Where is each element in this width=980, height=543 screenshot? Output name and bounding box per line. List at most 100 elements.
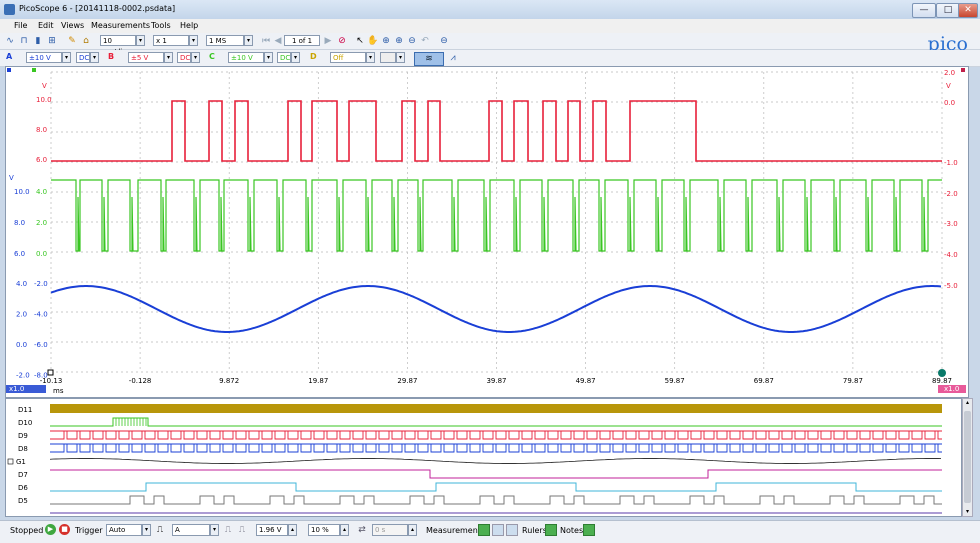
channel-b-coupling-dropdown[interactable]: ▾ <box>191 52 200 63</box>
pre-trigger-spinner[interactable]: ▴ <box>340 524 349 536</box>
channel-a-coupling[interactable]: DC <box>76 52 90 63</box>
rulers-icon[interactable] <box>545 524 557 536</box>
origin-marker[interactable] <box>47 369 54 376</box>
delete-measurement-icon[interactable] <box>506 524 518 536</box>
digital-scrollbar[interactable]: ▴ ▾ <box>962 398 973 517</box>
scope-view[interactable]: V 10.0 8.0 6.0 V 10.0 8.0 6.0 4.0 2.0 0.0 4.0 2.0 0.0… <box>5 66 969 398</box>
trigger-level-spinner[interactable]: ▴ <box>288 524 297 536</box>
zoom-in-icon[interactable]: ⊕ <box>395 36 403 46</box>
trigger-marker[interactable] <box>938 369 946 377</box>
trigger-delay-field[interactable]: 0 s <box>372 524 408 536</box>
channel-b-range-dropdown[interactable]: ▾ <box>164 52 173 63</box>
corner-marker-a <box>7 68 11 72</box>
menu-file[interactable]: File <box>14 21 28 30</box>
right-axis-tick: -4.0 <box>944 251 958 259</box>
pointer-icon[interactable]: ↖ <box>356 36 364 46</box>
channel-c-coupling-dropdown[interactable]: ▾ <box>291 52 300 63</box>
blue-axis-tick: 0.0 <box>16 341 27 349</box>
zoom-fit-icon[interactable]: ⊖ <box>440 36 448 46</box>
add-view-icon[interactable]: ⊞ <box>48 36 56 46</box>
right-badge-bg <box>938 385 966 393</box>
zoom-area-icon[interactable]: ⊕ <box>382 36 390 46</box>
trigger-advanced-icon[interactable]: ⎍ <box>238 525 246 535</box>
maximize-button[interactable]: □ <box>936 3 960 18</box>
channel-c-coupling[interactable]: DC <box>277 52 291 63</box>
channel-d-label[interactable]: D <box>310 52 317 61</box>
trigger-channel-dropdown[interactable]: ▾ <box>210 524 219 536</box>
right-scale-badge: x1.0 <box>944 385 959 393</box>
channel-a-label[interactable]: A <box>6 52 13 61</box>
notes-icon[interactable] <box>583 524 595 536</box>
channel-a-range-dropdown[interactable]: ▾ <box>62 52 71 63</box>
start-icon[interactable]: ▶ <box>45 524 56 535</box>
scroll-up-icon[interactable]: ▴ <box>965 399 969 406</box>
persistence-mode-icon[interactable]: ⊓ <box>20 36 28 46</box>
samples-dropdown[interactable]: ▾ <box>244 35 253 46</box>
green-axis-tick-inner: 2.0 <box>36 219 47 227</box>
trigger-level-field[interactable]: 1.96 V <box>256 524 288 536</box>
digital-channel-label: D5 <box>18 497 28 505</box>
group-collapse-icon <box>7 458 14 465</box>
reference-waveforms-icon[interactable]: ⩘ <box>450 53 456 63</box>
trigger-mode-select[interactable]: Auto <box>106 524 142 536</box>
trigger-type-icon[interactable]: ⎍ <box>224 525 232 535</box>
zoom-out-icon[interactable]: ⊖ <box>408 36 416 46</box>
channel-a-range[interactable]: ±10 V <box>26 52 62 63</box>
stop-icon[interactable]: ■ <box>59 524 70 535</box>
menu-views[interactable]: Views <box>61 21 85 30</box>
channel-b-range[interactable]: ±5 V <box>128 52 164 63</box>
zoom-dropdown[interactable]: ▾ <box>189 35 198 46</box>
scope-mode-icon[interactable]: ∿ <box>6 36 14 46</box>
digital-view[interactable]: D11 D10 D9 D8 G1 D7 D6 D5 <box>5 398 962 517</box>
home-icon[interactable]: ⌂ <box>83 36 89 46</box>
channel-c-range-dropdown[interactable]: ▾ <box>264 52 273 63</box>
samples-select[interactable]: 1 MS <box>206 35 244 46</box>
first-page-icon[interactable]: ⏮ <box>261 36 271 46</box>
channel-d-range-dropdown[interactable]: ▾ <box>366 52 375 63</box>
no-entry-icon[interactable]: ⊘ <box>338 36 346 46</box>
channel-b-label[interactable]: B <box>108 52 115 61</box>
scope-plot[interactable]: V10.08.06.0V10.08.06.04.02.00.04.02.00.0… <box>6 67 968 397</box>
menu-measurements[interactable]: Measurements <box>91 21 151 30</box>
trigger-mode-dropdown[interactable]: ▾ <box>142 524 151 536</box>
blue-axis-tick: 4.0 <box>16 280 27 288</box>
timebase-select[interactable]: 10 ms/div <box>100 35 136 56</box>
scroll-down-icon[interactable]: ▾ <box>965 508 969 515</box>
d10-trace <box>50 417 942 427</box>
zoom-select[interactable]: x 1 <box>153 35 189 46</box>
minimize-button[interactable]: — <box>912 3 936 18</box>
probe-icon[interactable]: ✎ <box>68 36 76 46</box>
close-button[interactable]: ✕ <box>958 3 978 18</box>
trigger-delay-spinner[interactable]: ▴ <box>408 524 417 536</box>
add-measurement-icon[interactable] <box>478 524 490 536</box>
menu-tools[interactable]: Tools <box>151 21 171 30</box>
menu-help[interactable]: Help <box>180 21 199 30</box>
channel-d-coupling-dropdown[interactable]: ▾ <box>396 52 405 63</box>
hand-icon[interactable]: ✋ <box>367 36 379 46</box>
digital-channel-label: G1 <box>16 458 26 466</box>
channel-a-coupling-dropdown[interactable]: ▾ <box>90 52 99 63</box>
time-tick-label: 39.87 <box>486 377 506 385</box>
math-channels-icon[interactable]: ≋ <box>414 52 444 66</box>
menu-edit[interactable]: Edit <box>38 21 54 30</box>
channel-b-coupling[interactable]: DC <box>177 52 191 63</box>
timebase-dropdown[interactable]: ▾ <box>136 35 145 46</box>
prev-page-icon[interactable]: ◀ <box>274 36 282 46</box>
delay-icon[interactable]: ⇄ <box>358 525 366 535</box>
trigger-edge-icon[interactable]: ⎍ <box>156 525 164 535</box>
scroll-thumb[interactable] <box>964 411 971 503</box>
pre-trigger-field[interactable]: 10 % <box>308 524 340 536</box>
channel-d-coupling[interactable] <box>380 52 396 63</box>
channel-c-label[interactable]: C <box>209 52 215 61</box>
time-tick-label: 79.87 <box>843 377 863 385</box>
channel-c-range[interactable]: ±10 V <box>228 52 264 63</box>
trigger-channel-select[interactable]: A <box>172 524 210 536</box>
green-axis-tick-inner: 0.0 <box>36 250 47 258</box>
digital-plot[interactable]: D11 D10 D9 D8 G1 D7 D6 D5 <box>6 399 961 516</box>
edit-measurement-icon[interactable] <box>492 524 504 536</box>
window-title: PicoScope 6 - [20141118-0002.psdata] <box>19 4 176 13</box>
spectrum-mode-icon[interactable]: ▮ <box>35 36 41 46</box>
undo-zoom-icon[interactable]: ↶ <box>421 36 429 46</box>
next-page-icon[interactable]: ▶ <box>324 36 332 46</box>
channel-d-range[interactable]: Off <box>330 52 366 63</box>
